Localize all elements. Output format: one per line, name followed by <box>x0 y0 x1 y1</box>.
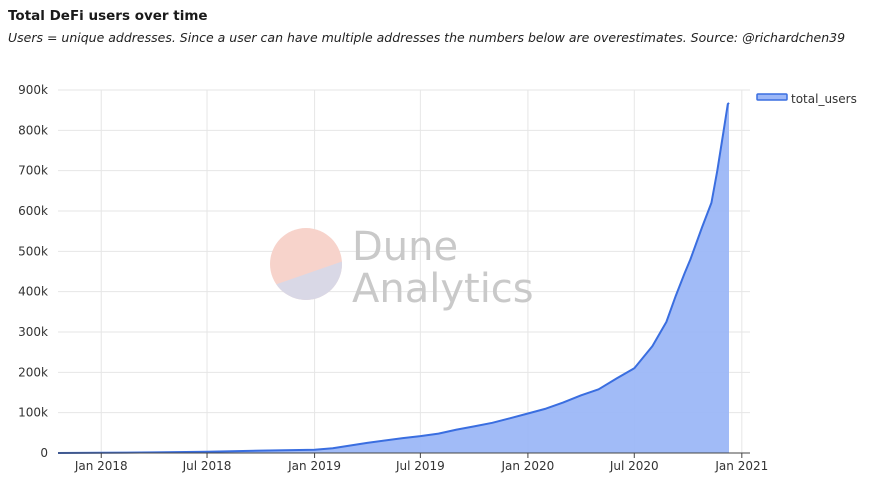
x-tick-label: Jan 2019 <box>287 459 341 473</box>
series-layer <box>57 102 730 454</box>
y-tick-label: 0 <box>40 446 48 460</box>
x-tick-label: Jan 2018 <box>74 459 128 473</box>
x-tick-label: Jan 2021 <box>714 459 768 473</box>
x-tick-label: Jul 2018 <box>182 459 232 473</box>
y-tick-label: 900k <box>18 83 48 97</box>
y-tick-label: 300k <box>18 325 48 339</box>
chart-title: Total DeFi users over time <box>8 8 208 24</box>
y-tick-label: 700k <box>18 164 48 178</box>
y-tick-label: 100k <box>18 406 48 420</box>
watermark-text-analytics: Analytics <box>352 266 534 312</box>
legend-label-total-users: total_users <box>791 92 857 106</box>
y-tick-label: 800k <box>18 123 48 137</box>
x-tick-label: Jul 2019 <box>395 459 445 473</box>
y-tick-label: 600k <box>18 204 48 218</box>
series-area-total_users <box>58 102 729 454</box>
y-tick-label: 200k <box>18 365 48 379</box>
legend-swatch-total-users <box>756 93 788 101</box>
axis-layer: 0 100k 200k 300k 400k 500k 600k 700k 800k 900k Jan… <box>18 83 768 473</box>
series-line-total_users[interactable] <box>57 102 730 454</box>
x-tick-label: Jan 2020 <box>500 459 554 473</box>
legend[interactable]: total_users <box>756 92 857 106</box>
watermark-text-dune: Dune <box>352 224 458 270</box>
y-tick-label: 400k <box>18 285 48 299</box>
dune-analytics-watermark: Dune Analytics <box>270 224 534 312</box>
y-tick-label: 500k <box>18 244 48 258</box>
x-tick-label: Jul 2020 <box>609 459 659 473</box>
chart-subtitle: Users = unique addresses. Since a user c… <box>8 30 846 45</box>
